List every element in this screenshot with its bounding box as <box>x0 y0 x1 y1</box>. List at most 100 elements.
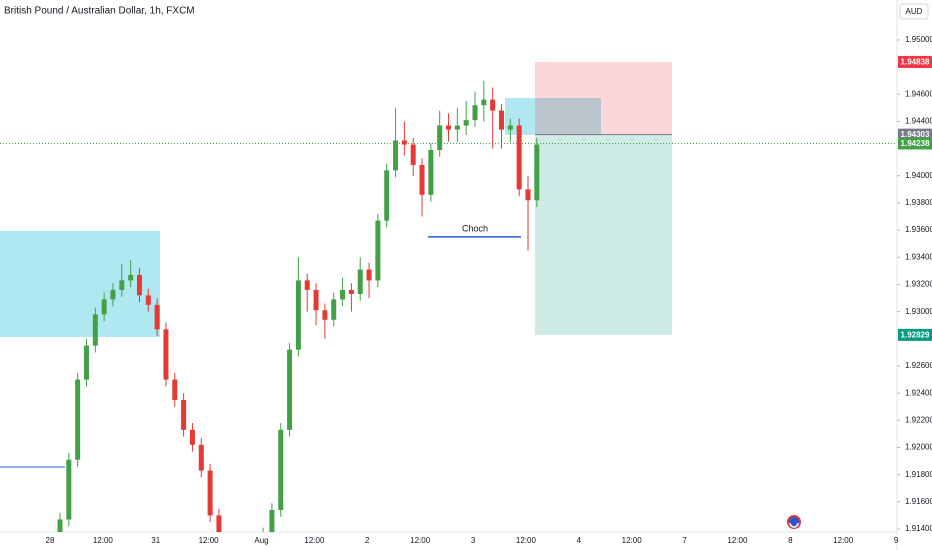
candle-body <box>154 304 160 330</box>
y-tick-label: 1.94000 <box>905 171 932 180</box>
candle-body <box>145 295 151 305</box>
x-tick-label: 12:00 <box>727 536 748 545</box>
candle-body <box>516 125 522 190</box>
x-tick-label: 7 <box>682 536 687 545</box>
candle-body <box>92 314 98 346</box>
candle-body <box>366 269 372 281</box>
y-tick-label: 1.91800 <box>905 470 932 479</box>
candle-body <box>181 399 187 430</box>
y-tick-label: 1.95000 <box>905 35 932 44</box>
candle-body <box>534 144 540 201</box>
candle-body <box>507 125 513 130</box>
candle-body <box>101 299 107 315</box>
price-tag <box>898 328 932 341</box>
candle-body <box>375 220 381 281</box>
x-tick-label: 4 <box>577 536 582 545</box>
candle-body <box>75 379 81 460</box>
x-tick-label: 12:00 <box>833 536 854 545</box>
candle-body <box>428 149 434 195</box>
x-tick-label: 12:00 <box>516 536 537 545</box>
y-tick-label: 1.94400 <box>905 117 932 126</box>
candle-body <box>481 99 487 106</box>
y-tick-label: 1.93600 <box>905 225 932 234</box>
y-tick-label: 1.92600 <box>905 361 932 370</box>
candle-body <box>304 280 310 290</box>
choch-label: Choch <box>462 223 488 233</box>
currency-button[interactable] <box>899 3 929 20</box>
price-tag-label: 1.94303 <box>901 130 930 139</box>
price-tag-label: 1.94238 <box>901 139 930 148</box>
price-tag-label: 1.92829 <box>901 330 930 339</box>
plot-area <box>0 61 897 532</box>
candle-body <box>525 189 531 201</box>
x-tick-label: 2 <box>365 536 370 545</box>
zone <box>0 230 160 338</box>
candle-body <box>287 349 293 430</box>
candle-body <box>463 120 469 126</box>
candle-body <box>136 274 142 296</box>
target-zone <box>535 134 672 335</box>
currency-label[interactable]: AUD <box>906 7 923 16</box>
candle-body <box>331 299 337 320</box>
candle-body <box>119 280 125 290</box>
x-tick-label: 12:00 <box>410 536 431 545</box>
x-tick-label: 28 <box>46 536 55 545</box>
candle-body <box>322 310 328 320</box>
candle-body <box>313 289 319 311</box>
x-tick-label: Aug <box>254 536 268 545</box>
x-tick-label: 9 <box>894 536 899 545</box>
y-tick-label: 1.92000 <box>905 443 932 452</box>
x-tick-label: 8 <box>788 536 793 545</box>
candle-body <box>419 164 425 195</box>
candle-body <box>401 140 407 145</box>
candle-body <box>454 125 460 130</box>
candle-body <box>216 515 222 532</box>
candle-body <box>128 274 134 281</box>
candle-body <box>66 459 72 520</box>
y-tick-label: 1.92200 <box>905 415 932 424</box>
candle-body <box>198 444 204 471</box>
candle-body <box>172 379 178 400</box>
x-tick-label: 12:00 <box>199 536 220 545</box>
y-tick-label: 1.94600 <box>905 89 932 98</box>
y-tick-label: 1.93000 <box>905 307 932 316</box>
price-tag <box>898 55 932 68</box>
y-tick-label: 1.91400 <box>905 524 932 533</box>
candle-body <box>340 289 346 300</box>
x-tick-label: 12:00 <box>622 536 643 545</box>
candle-body <box>278 429 284 510</box>
candle-body <box>348 289 354 294</box>
candle-body <box>384 170 390 221</box>
y-tick-label: 1.93400 <box>905 252 932 261</box>
candle-body <box>269 509 275 532</box>
x-tick-label: 12:00 <box>93 536 114 545</box>
x-tick-label: 31 <box>151 536 160 545</box>
stop-zone <box>535 61 672 135</box>
candle-body <box>437 125 443 150</box>
price-tag-label: 1.94838 <box>901 58 930 67</box>
y-tick-label: 1.92400 <box>905 388 932 397</box>
y-tick-label: 1.91600 <box>905 497 932 506</box>
candle-body <box>57 519 63 532</box>
candle-body <box>83 345 89 380</box>
candle-body <box>189 429 195 445</box>
candle-body <box>446 125 452 130</box>
y-tick-label: 1.93200 <box>905 280 932 289</box>
price-tag <box>898 137 932 150</box>
candle-body <box>410 144 416 165</box>
chart-title: British Pound / Australian Dollar, 1h, F… <box>4 6 195 17</box>
x-tick-label: 3 <box>471 536 476 545</box>
x-tick-label: 12:00 <box>304 536 325 545</box>
candle-body <box>207 470 213 516</box>
candle-body <box>295 280 301 350</box>
candle-body <box>357 269 363 294</box>
candle-body <box>490 99 496 111</box>
candle-body <box>110 289 116 300</box>
candle-body <box>163 329 169 380</box>
logo <box>787 515 801 529</box>
candle-body <box>393 140 399 171</box>
y-tick-label: 1.93800 <box>905 198 932 207</box>
candle-body <box>499 110 504 130</box>
candle-body <box>472 105 478 121</box>
